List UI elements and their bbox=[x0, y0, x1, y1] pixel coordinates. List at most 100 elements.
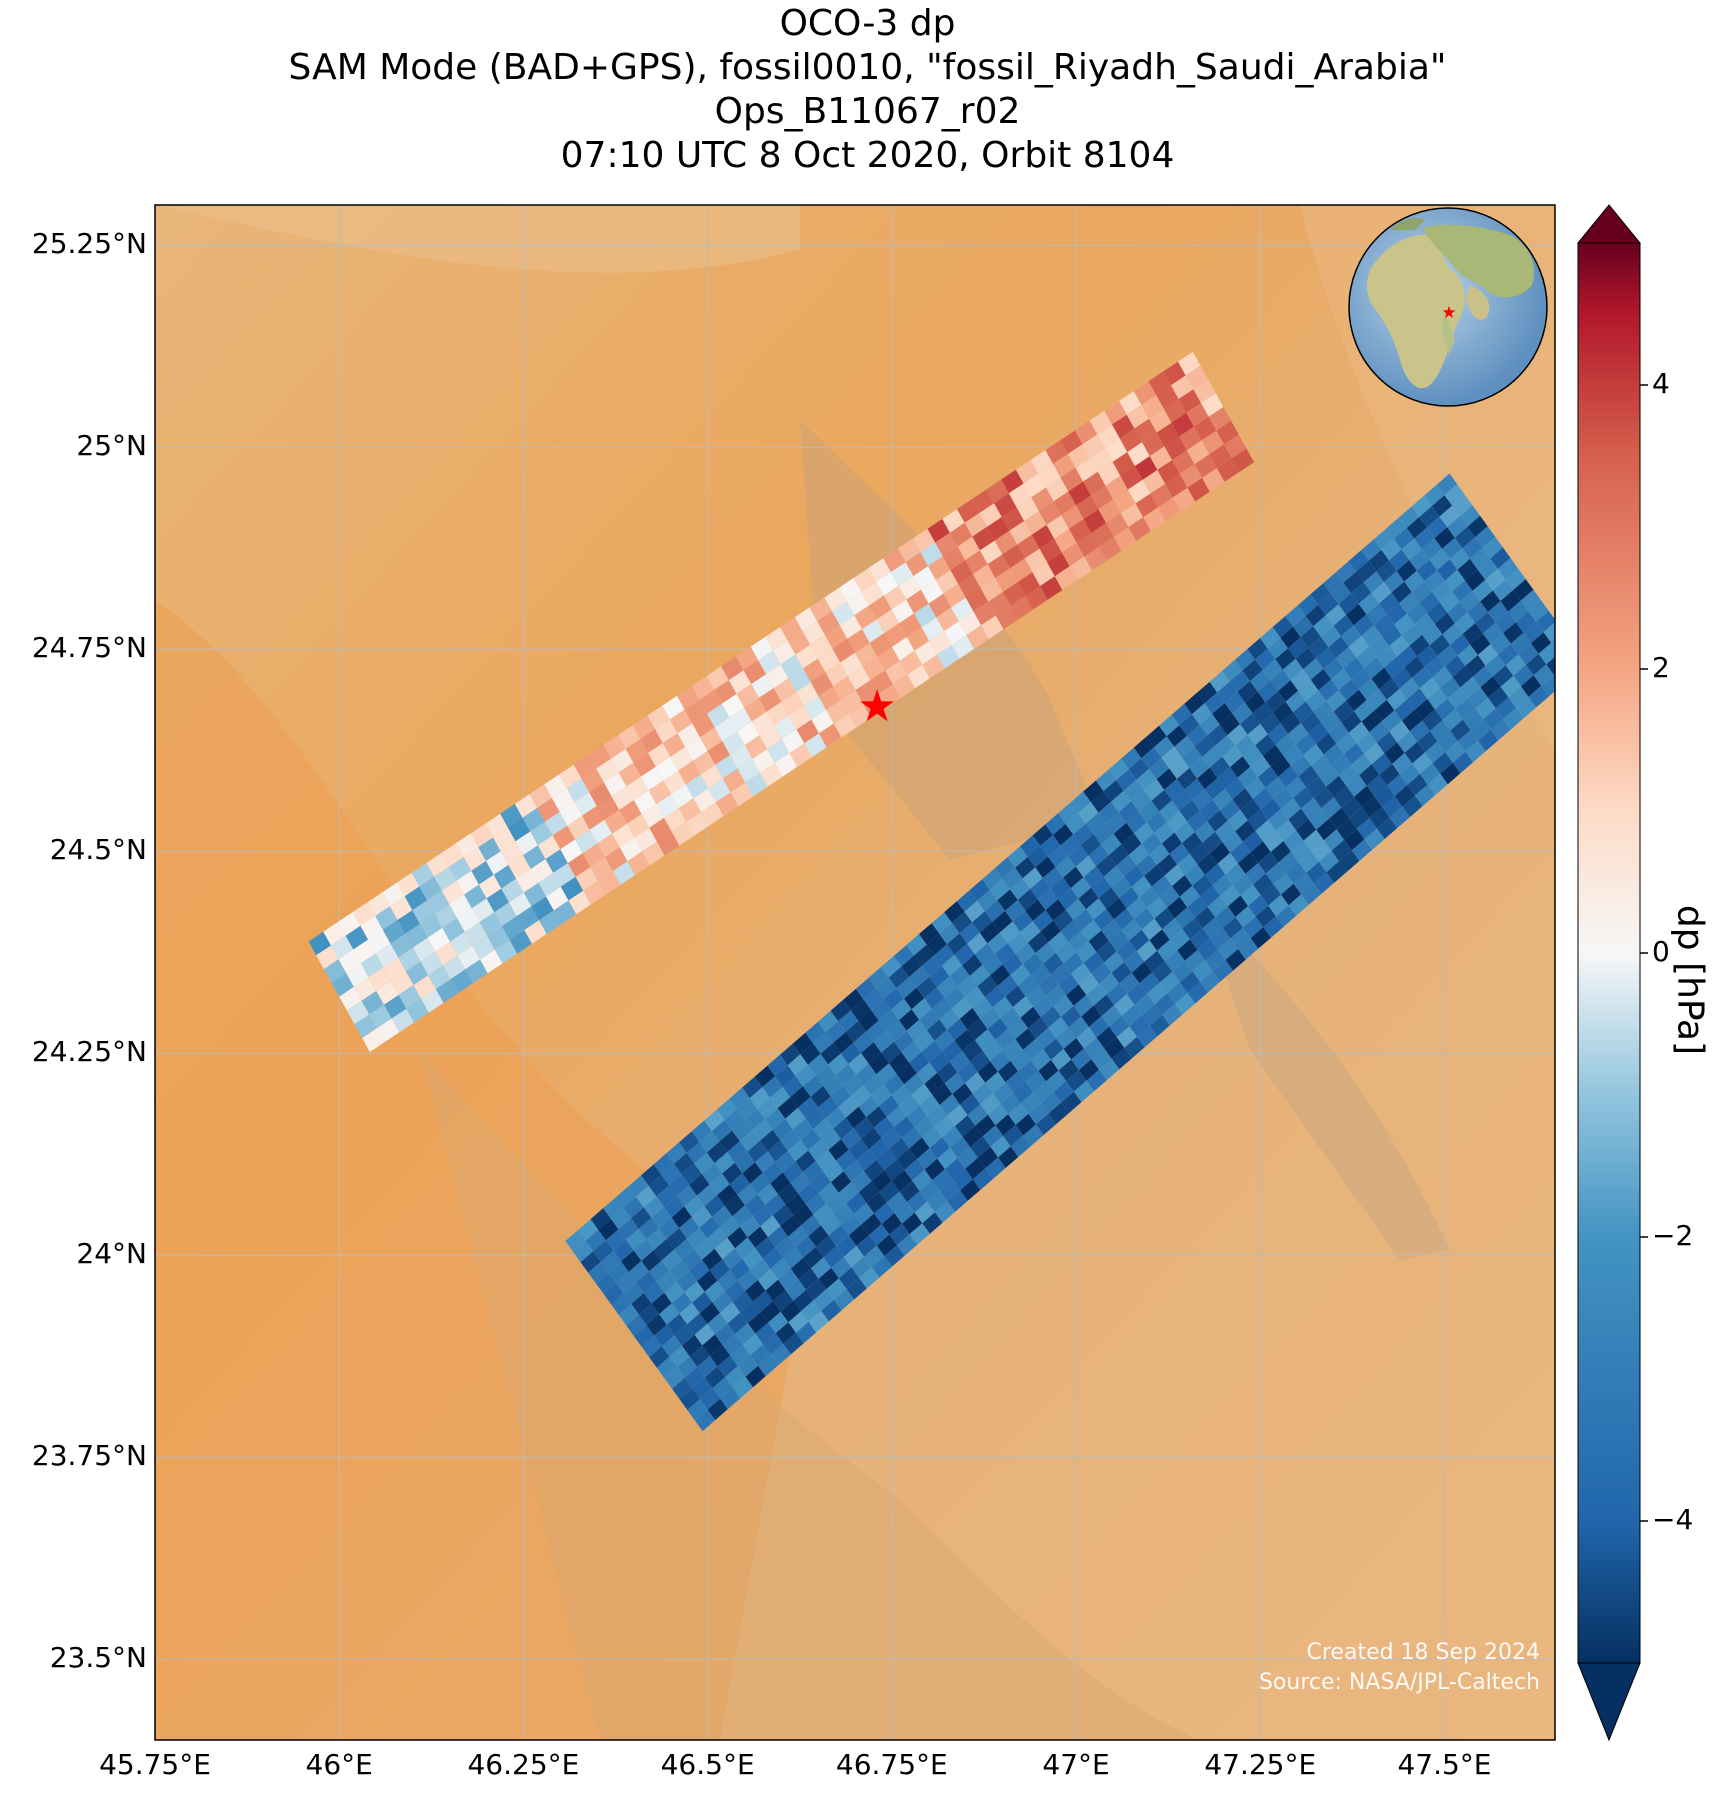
sounding-cell bbox=[729, 1173, 750, 1195]
sounding-cell bbox=[808, 1139, 829, 1161]
sounding-cell bbox=[1368, 549, 1389, 572]
sounding-cell bbox=[1356, 817, 1377, 840]
sounding-cell bbox=[376, 981, 399, 1005]
sounding-cell bbox=[737, 1355, 759, 1377]
sounding-cell bbox=[967, 1018, 988, 1040]
sounding-cell bbox=[1041, 1092, 1062, 1114]
sounding-cell bbox=[1141, 395, 1164, 419]
sounding-cell bbox=[1184, 692, 1205, 715]
sounding-cell bbox=[883, 548, 906, 572]
sounding-cell bbox=[858, 1181, 880, 1203]
sounding-cell bbox=[1083, 471, 1106, 496]
sounding-cell bbox=[1151, 875, 1173, 898]
sounding-cell bbox=[1184, 864, 1205, 886]
sounding-cell bbox=[732, 1205, 753, 1227]
sounding-cell bbox=[649, 1260, 670, 1282]
sounding-cell bbox=[654, 1324, 675, 1347]
sounding-cell bbox=[735, 1237, 756, 1259]
sounding-cell bbox=[919, 923, 940, 945]
sounding-cell bbox=[979, 921, 1000, 944]
northwest-swath bbox=[308, 351, 1255, 1052]
lon-tick-label: 46.75°E bbox=[835, 1748, 948, 1781]
sounding-cell bbox=[797, 1096, 819, 1119]
sounding-cell bbox=[1163, 399, 1187, 423]
sounding-cell bbox=[720, 1301, 741, 1324]
sounding-cell bbox=[1167, 982, 1188, 1004]
sounding-cell bbox=[1103, 865, 1124, 888]
sounding-cell bbox=[934, 1029, 955, 1052]
sounding-cell bbox=[861, 1127, 882, 1150]
sounding-cell bbox=[717, 1184, 738, 1206]
sounding-cell bbox=[826, 1278, 847, 1300]
sounding-cell bbox=[1023, 1124, 1044, 1146]
svg-text:★: ★ bbox=[1441, 303, 1456, 323]
sounding-cell bbox=[1076, 532, 1099, 557]
sounding-cell bbox=[762, 1247, 784, 1269]
sounding-cell bbox=[750, 1344, 771, 1366]
sounding-cell bbox=[1098, 973, 1120, 995]
sounding-cell bbox=[1452, 666, 1473, 688]
sounding-cell bbox=[1348, 550, 1369, 572]
sounding-cell bbox=[494, 939, 518, 964]
sounding-cell bbox=[674, 1324, 695, 1346]
sounding-cell bbox=[1108, 930, 1130, 952]
sounding-cell bbox=[833, 1117, 854, 1140]
sounding-cell bbox=[1186, 724, 1208, 747]
sounding-cell bbox=[815, 1150, 837, 1172]
sounding-cell bbox=[689, 1345, 710, 1367]
sounding-cell bbox=[427, 890, 450, 915]
sounding-cell bbox=[1285, 690, 1306, 713]
sounding-cell bbox=[896, 1062, 917, 1085]
sounding-cell bbox=[929, 1137, 950, 1159]
sounding-cell bbox=[712, 1377, 733, 1399]
sounding-cell bbox=[977, 975, 998, 997]
sounding-cell bbox=[1030, 450, 1054, 474]
sounding-cell bbox=[947, 1104, 968, 1127]
sounding-cell bbox=[1054, 528, 1077, 553]
sounding-cell bbox=[674, 1152, 695, 1175]
sounding-cell bbox=[804, 733, 827, 758]
sounding-cell bbox=[1007, 1017, 1029, 1040]
sounding-cell bbox=[331, 973, 354, 997]
sounding-cell bbox=[1402, 795, 1423, 818]
sounding-cell bbox=[715, 755, 738, 779]
sounding-cell bbox=[1485, 654, 1506, 677]
sounding-cell bbox=[892, 674, 916, 699]
sounding-cell bbox=[770, 1258, 791, 1280]
sounding-cell bbox=[714, 717, 738, 742]
sounding-cell bbox=[575, 867, 598, 891]
sounding-cell bbox=[780, 617, 803, 641]
sounding-cell bbox=[906, 934, 927, 956]
sounding-cell bbox=[1116, 940, 1137, 962]
sounding-cell bbox=[874, 1202, 895, 1224]
sounding-cell bbox=[808, 1053, 829, 1076]
sounding-cell bbox=[789, 705, 812, 730]
sounding-cell bbox=[631, 1293, 652, 1315]
sounding-cell bbox=[354, 1014, 377, 1039]
sounding-cell bbox=[1328, 636, 1349, 658]
sounding-cell bbox=[863, 694, 886, 718]
sounding-cell bbox=[1273, 873, 1294, 895]
sounding-cell bbox=[803, 1161, 824, 1183]
sounding-cell bbox=[1407, 774, 1428, 796]
sounding-cell bbox=[1010, 1135, 1031, 1157]
sounding-cell bbox=[782, 1075, 803, 1098]
sounding-cell bbox=[754, 1065, 776, 1088]
sounding-cell bbox=[1379, 678, 1400, 700]
sounding-cell bbox=[1480, 590, 1501, 612]
sounding-cell bbox=[1300, 711, 1322, 734]
sounding-cell bbox=[1113, 822, 1134, 845]
sounding-cell bbox=[1191, 703, 1213, 725]
sounding-cell bbox=[376, 1018, 400, 1043]
sounding-cell bbox=[1318, 765, 1339, 787]
sounding-cell bbox=[931, 997, 953, 1020]
sounding-cell bbox=[932, 1083, 953, 1105]
sounding-cell bbox=[1343, 657, 1364, 679]
sounding-cell bbox=[974, 943, 995, 965]
sounding-cell bbox=[1490, 633, 1511, 655]
sounding-cell bbox=[1043, 1038, 1064, 1060]
sounding-cell bbox=[692, 1377, 713, 1399]
sounding-cell bbox=[1472, 579, 1493, 602]
sounding-cell bbox=[1242, 830, 1264, 853]
